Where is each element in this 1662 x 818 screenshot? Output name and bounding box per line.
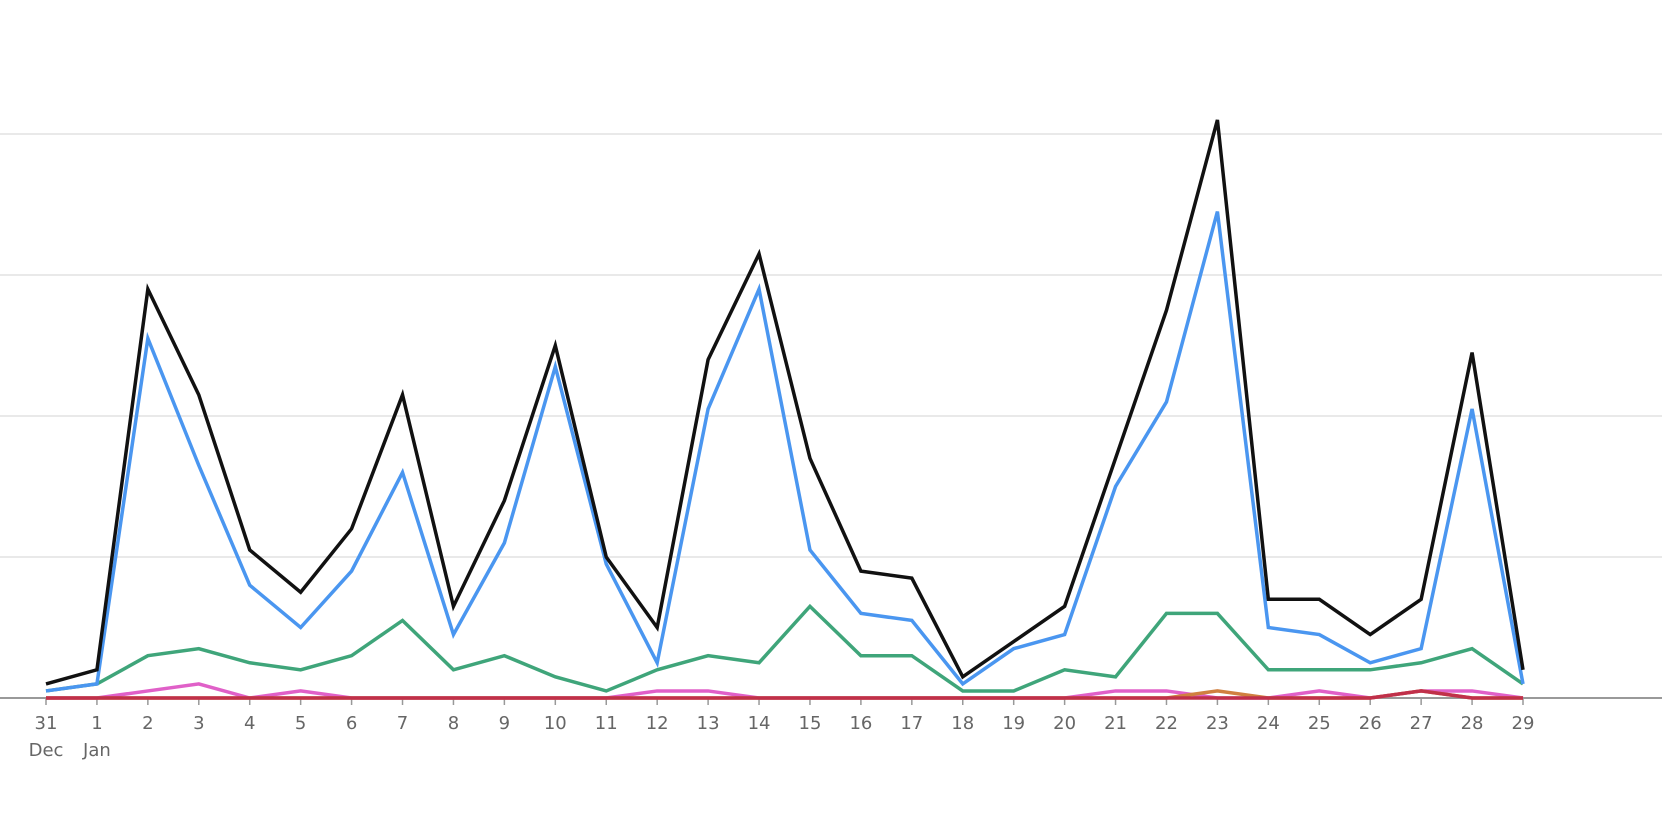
series-line — [46, 689, 1523, 700]
x-tick-label: 5 — [295, 713, 306, 734]
x-tick-label: 11 — [595, 713, 618, 734]
series-line — [45, 603, 1524, 693]
x-tick-label: 27 — [1410, 713, 1433, 734]
x-tick-label: 31 — [35, 713, 58, 734]
x-tick-label: 25 — [1308, 713, 1331, 734]
x-tick-label: 15 — [799, 713, 822, 734]
x-tick-label: 29 — [1512, 713, 1535, 734]
x-tick-label: 26 — [1359, 713, 1382, 734]
x-tick-label: 2 — [142, 713, 153, 734]
x-tick-label: 19 — [1002, 713, 1025, 734]
x-tick-label: 24 — [1257, 713, 1280, 734]
x-month-label: Jan — [82, 740, 111, 761]
x-tick-label: 13 — [697, 713, 720, 734]
x-tick-label: 8 — [448, 713, 459, 734]
x-tick-label: 20 — [1053, 713, 1076, 734]
x-tick-label: 1 — [91, 713, 102, 734]
x-tick-label: 7 — [397, 713, 408, 734]
x-tick-label: 12 — [646, 713, 669, 734]
x-month-label: Dec — [29, 740, 64, 761]
x-tick-label: 22 — [1155, 713, 1178, 734]
series-line — [46, 682, 1524, 700]
x-tick-label: 16 — [849, 713, 872, 734]
x-tick-label: 23 — [1206, 713, 1229, 734]
x-tick-label: 4 — [244, 713, 255, 734]
x-tick-label: 18 — [951, 713, 974, 734]
x-tick-label: 6 — [346, 713, 357, 734]
x-tick-label: 21 — [1104, 713, 1127, 734]
x-tick-label: 9 — [499, 713, 510, 734]
x-tick-label: 10 — [544, 713, 567, 734]
x-tick-label: 17 — [900, 713, 923, 734]
x-tick-label: 28 — [1461, 713, 1484, 734]
x-tick-label: 3 — [193, 713, 204, 734]
x-tick-label: 14 — [748, 713, 771, 734]
series-line — [45, 119, 1525, 686]
series-line — [45, 211, 1525, 693]
